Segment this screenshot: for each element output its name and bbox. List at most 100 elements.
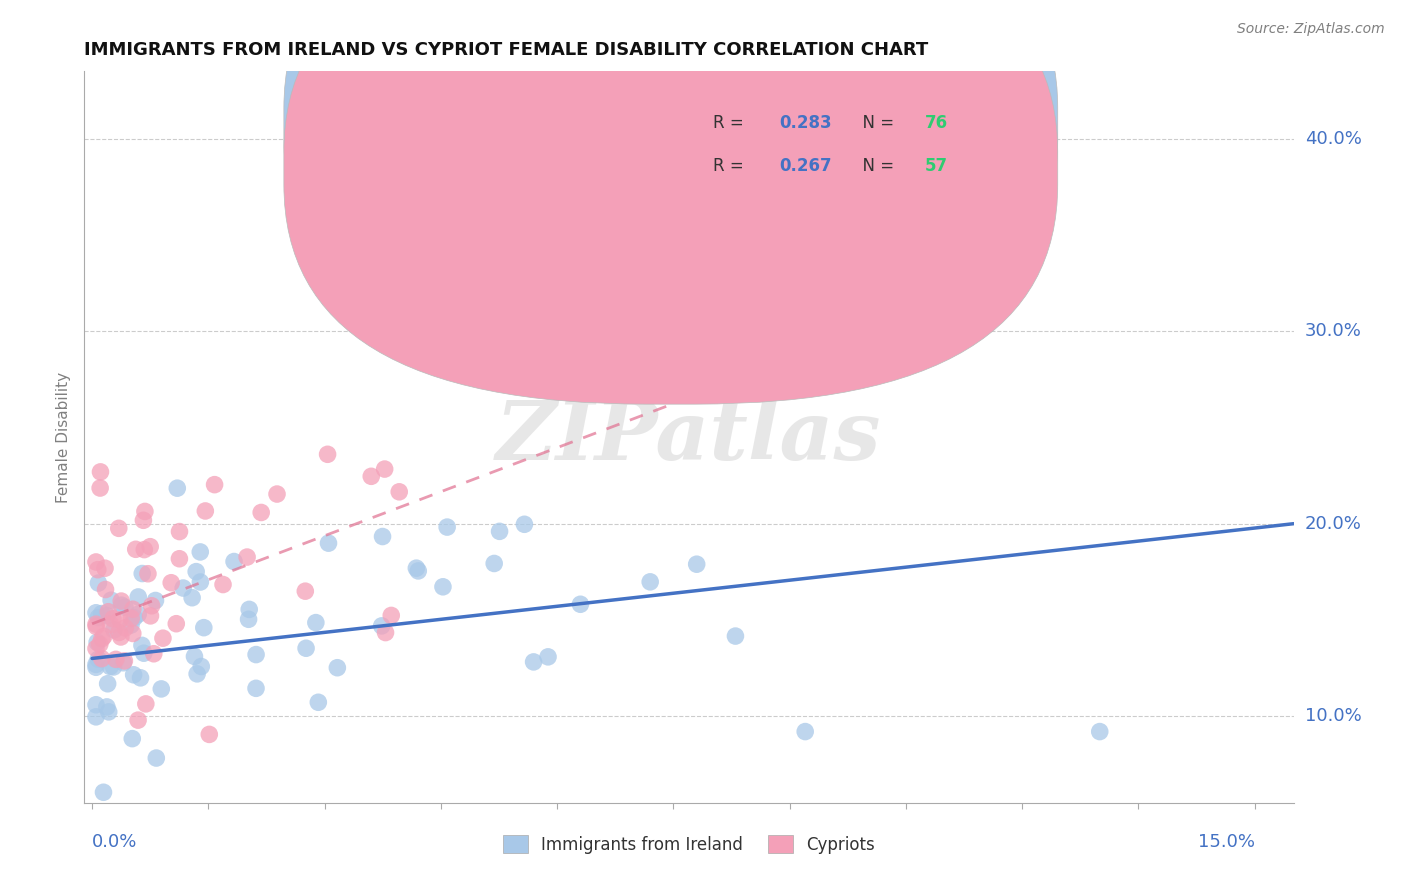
- Point: [169, 551, 191, 566]
- Point: [318, 536, 340, 550]
- Point: [121, 731, 143, 746]
- Point: [93, 629, 115, 643]
- Point: [238, 612, 260, 626]
- Point: [139, 608, 162, 623]
- Point: [488, 524, 510, 539]
- Point: [222, 555, 245, 569]
- Point: [406, 564, 429, 578]
- Point: [97, 605, 120, 619]
- Point: [165, 616, 187, 631]
- Point: [107, 521, 129, 535]
- Point: [193, 621, 215, 635]
- Point: [188, 545, 211, 559]
- Point: [103, 660, 125, 674]
- Point: [122, 667, 145, 681]
- Point: [84, 555, 107, 569]
- FancyBboxPatch shape: [616, 86, 1004, 218]
- Point: [194, 504, 217, 518]
- Point: [87, 576, 110, 591]
- Point: [90, 651, 112, 665]
- Text: 30.0%: 30.0%: [1305, 322, 1361, 340]
- Point: [110, 594, 132, 608]
- Text: 57: 57: [925, 158, 948, 176]
- Point: [245, 681, 267, 696]
- Point: [482, 557, 505, 571]
- Point: [145, 593, 167, 607]
- Point: [86, 635, 108, 649]
- Point: [100, 617, 122, 632]
- Text: 76: 76: [925, 113, 948, 131]
- Point: [152, 631, 174, 645]
- Point: [724, 629, 747, 643]
- Point: [212, 577, 235, 591]
- Point: [84, 619, 107, 633]
- FancyBboxPatch shape: [284, 0, 1057, 404]
- Point: [112, 656, 135, 670]
- Point: [120, 618, 142, 632]
- FancyBboxPatch shape: [284, 0, 1057, 360]
- Text: 20.0%: 20.0%: [1305, 515, 1361, 533]
- Text: IMMIGRANTS FROM IRELAND VS CYPRIOT FEMALE DISABILITY CORRELATION CHART: IMMIGRANTS FROM IRELAND VS CYPRIOT FEMAL…: [84, 41, 928, 59]
- Point: [513, 517, 536, 532]
- Point: [374, 462, 396, 476]
- Point: [90, 632, 112, 646]
- Point: [87, 652, 110, 666]
- Point: [100, 593, 122, 607]
- Point: [98, 659, 121, 673]
- Point: [103, 623, 125, 637]
- Point: [316, 447, 339, 461]
- Point: [89, 465, 111, 479]
- Point: [96, 608, 118, 623]
- Point: [523, 655, 546, 669]
- Point: [686, 276, 709, 290]
- Y-axis label: Female Disability: Female Disability: [56, 371, 72, 503]
- Point: [127, 713, 149, 727]
- Point: [326, 661, 349, 675]
- Text: N =: N =: [852, 113, 900, 131]
- Point: [295, 641, 318, 656]
- Point: [135, 697, 157, 711]
- Point: [266, 487, 288, 501]
- Point: [183, 649, 205, 664]
- Point: [94, 561, 117, 575]
- Point: [131, 566, 153, 581]
- Point: [145, 751, 167, 765]
- Point: [204, 477, 226, 491]
- Point: [186, 666, 208, 681]
- Point: [89, 481, 111, 495]
- Point: [84, 606, 107, 620]
- Legend: Immigrants from Ireland, Cypriots: Immigrants from Ireland, Cypriots: [496, 829, 882, 860]
- Point: [84, 617, 107, 632]
- Point: [112, 654, 135, 668]
- Point: [89, 637, 111, 651]
- Point: [121, 602, 143, 616]
- Point: [84, 657, 107, 672]
- Point: [172, 581, 194, 595]
- Point: [87, 563, 110, 577]
- Point: [90, 607, 112, 621]
- Point: [388, 484, 411, 499]
- Point: [794, 724, 817, 739]
- Point: [360, 469, 382, 483]
- Point: [131, 638, 153, 652]
- Point: [141, 599, 163, 613]
- Point: [125, 542, 148, 557]
- Point: [307, 695, 329, 709]
- Point: [97, 677, 120, 691]
- Point: [127, 607, 149, 622]
- Text: 15.0%: 15.0%: [1198, 833, 1254, 851]
- Text: R =: R =: [713, 158, 749, 176]
- Point: [101, 612, 124, 626]
- Point: [374, 625, 396, 640]
- Point: [169, 524, 191, 539]
- Point: [139, 540, 162, 554]
- Point: [124, 611, 146, 625]
- Point: [93, 785, 115, 799]
- Text: N =: N =: [852, 158, 900, 176]
- Text: ZIPatlas: ZIPatlas: [496, 397, 882, 477]
- Point: [108, 613, 131, 627]
- Point: [127, 590, 149, 604]
- Point: [96, 699, 118, 714]
- Point: [432, 580, 454, 594]
- Text: Source: ZipAtlas.com: Source: ZipAtlas.com: [1237, 22, 1385, 37]
